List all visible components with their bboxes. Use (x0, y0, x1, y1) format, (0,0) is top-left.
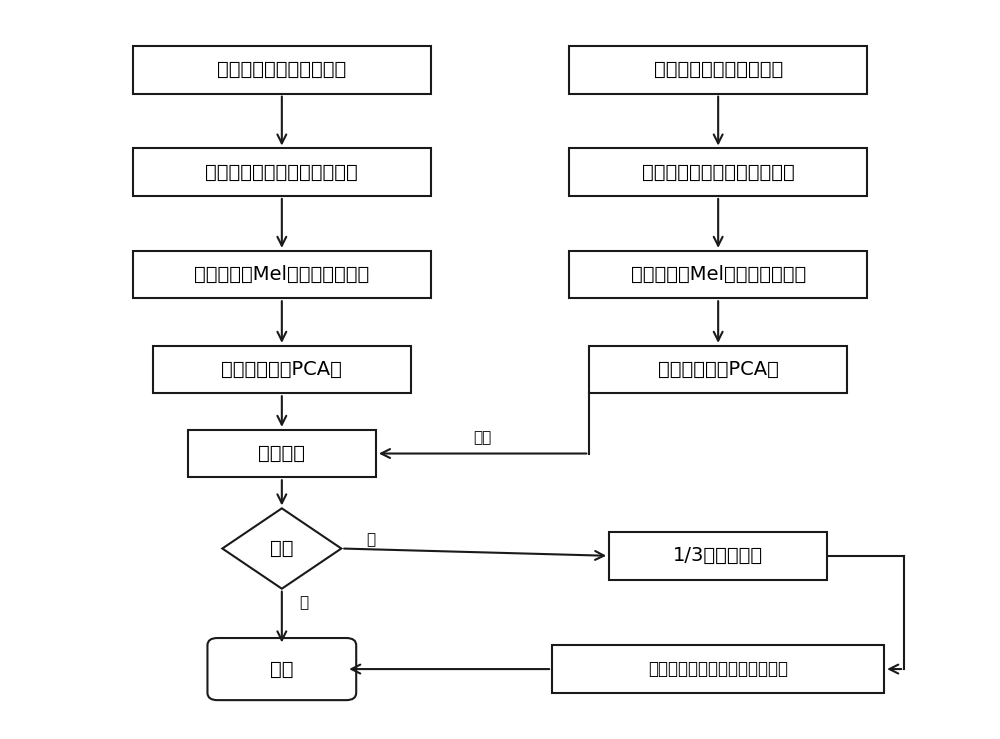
Bar (569, 251, 867, 299)
Text: 电力变压器Mel倒频谱特征提取: 电力变压器Mel倒频谱特征提取 (631, 265, 806, 284)
Text: 模型训练: 模型训练 (258, 444, 305, 463)
Bar (133, 46, 431, 94)
Polygon shape (222, 508, 341, 589)
Bar (133, 149, 431, 196)
Text: 电力变压器Mel倒频谱特征提取: 电力变压器Mel倒频谱特征提取 (194, 265, 369, 284)
Bar (589, 346, 847, 393)
Bar (188, 430, 376, 477)
Text: 结束: 结束 (270, 660, 294, 678)
Text: 电力变压器实时音频信号: 电力变压器实时音频信号 (654, 61, 783, 79)
Text: 1/3倍频程扫频: 1/3倍频程扫频 (673, 546, 763, 565)
Bar (133, 251, 431, 299)
Bar (569, 149, 867, 196)
Text: 电力变压器历史音频信号: 电力变压器历史音频信号 (217, 61, 346, 79)
Text: 是: 是 (366, 532, 375, 548)
Text: 电力变压器有效音频信号提取: 电力变压器有效音频信号提取 (205, 163, 358, 182)
Bar (153, 346, 411, 393)
Text: 输入: 输入 (474, 430, 492, 445)
Text: 否: 否 (300, 595, 309, 610)
Bar (552, 645, 884, 693)
Bar (609, 532, 827, 579)
Text: 主成分分析（PCA）: 主成分分析（PCA） (221, 360, 342, 379)
Text: 电力变压器有效音频信号提取: 电力变压器有效音频信号提取 (642, 163, 795, 182)
FancyBboxPatch shape (207, 638, 356, 700)
Text: 故障: 故障 (270, 539, 294, 558)
Text: 主成分分析（PCA）: 主成分分析（PCA） (658, 360, 779, 379)
Text: 根据规则库判断可能的故障类型: 根据规则库判断可能的故障类型 (648, 660, 788, 678)
Bar (569, 46, 867, 94)
